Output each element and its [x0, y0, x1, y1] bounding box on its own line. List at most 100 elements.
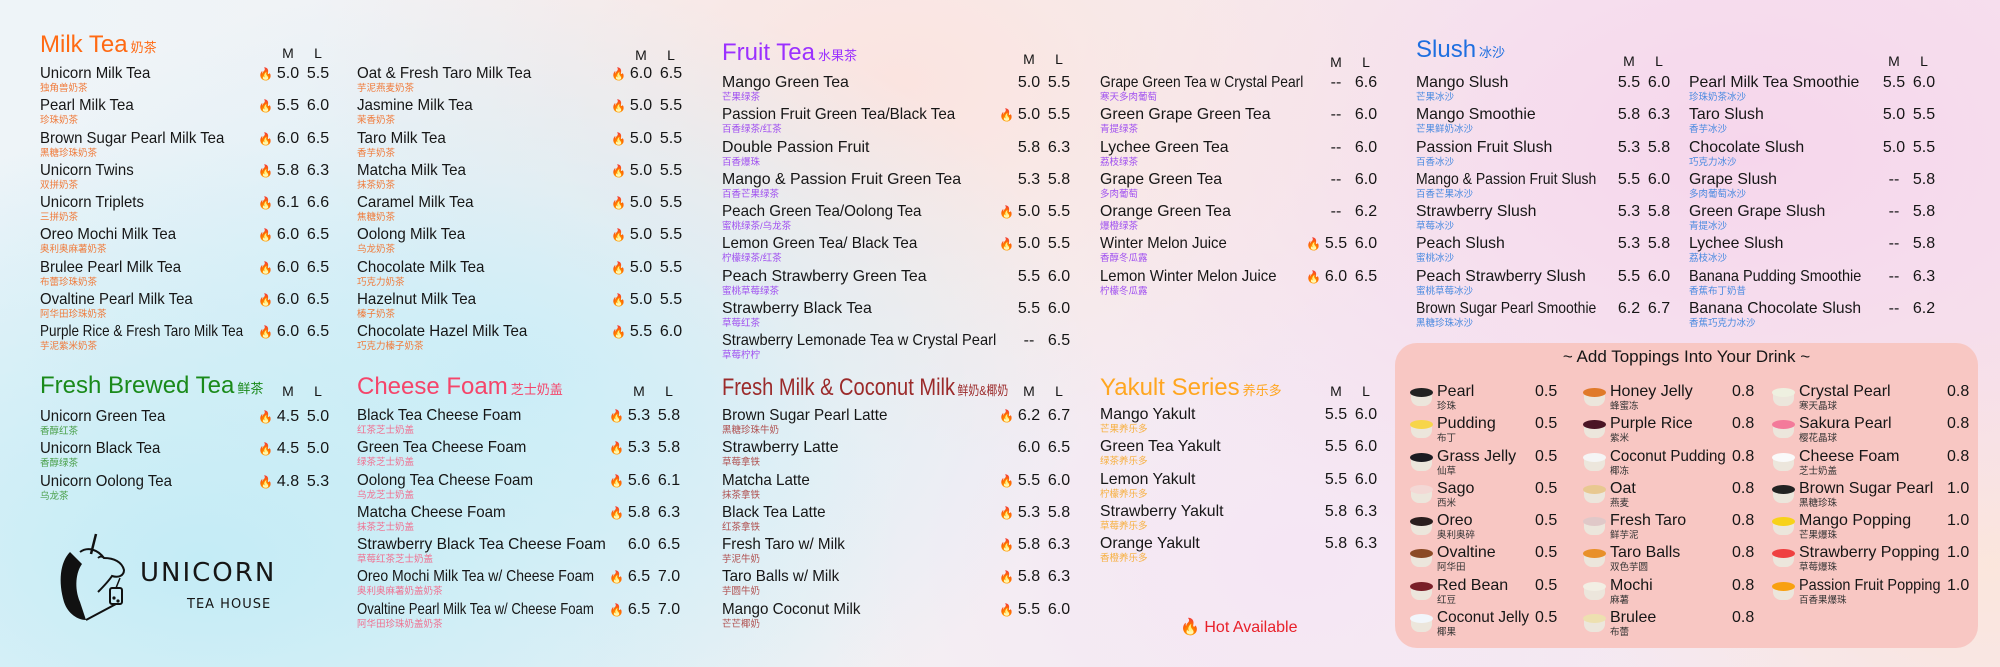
- topping-item[interactable]: Coconut Pudding 椰冻 0.8: [1583, 447, 1757, 479]
- menu-item[interactable]: Passion Fruit Slush 5.3 5.8 百香冰沙: [1416, 138, 1674, 170]
- topping-item[interactable]: Crystal Pearl 寒天晶球 0.8: [1772, 382, 1972, 414]
- menu-item[interactable]: Banana Chocolate Slush -- 6.2 香蕉巧克力冰沙: [1689, 299, 1939, 331]
- menu-item[interactable]: Brown Sugar Pearl Smoothie 6.2 6.7 黑糖珍珠冰沙: [1416, 299, 1674, 331]
- topping-item[interactable]: Passion Fruit Popping 百香果爆珠 1.0: [1772, 576, 1972, 608]
- menu-item[interactable]: Lychee Green Tea -- 6.0 荔枝绿茶: [1100, 138, 1381, 170]
- topping-item[interactable]: Mango Popping 芒果爆珠 1.0: [1772, 511, 1972, 543]
- topping-item[interactable]: Sakura Pearl 樱花晶球 0.8: [1772, 414, 1972, 446]
- price-medium: 5.0: [629, 161, 653, 179]
- topping-item[interactable]: Cheese Foam 芝士奶盖 0.8: [1772, 447, 1972, 479]
- menu-item[interactable]: Fresh Taro w/ Milk 🔥 5.8 6.3 芋泥牛奶: [722, 535, 1074, 567]
- menu-item[interactable]: Black Tea Latte 🔥 5.3 5.8 红茶拿铁: [722, 503, 1074, 535]
- topping-item[interactable]: Taro Balls 双色芋圆 0.8: [1583, 543, 1757, 575]
- menu-item[interactable]: Peach Strawberry Slush 5.5 6.0 蜜桃草莓冰沙: [1416, 267, 1674, 299]
- menu-item[interactable]: Lemon Yakult 5.5 6.0 柠檬养乐多: [1100, 470, 1381, 502]
- menu-item[interactable]: Black Tea Cheese Foam 🔥 5.3 5.8 红茶芝士奶盖: [357, 406, 684, 438]
- menu-item[interactable]: Purple Rice & Fresh Taro Milk Tea 🔥 6.0 6.5…: [40, 322, 333, 354]
- menu-item[interactable]: Green Grape Green Tea -- 6.0 青提绿茶: [1100, 105, 1381, 137]
- topping-item[interactable]: Brown Sugar Pearl 黑糖珍珠 1.0: [1772, 479, 1972, 511]
- menu-item[interactable]: Lemon Winter Melon Juice 🔥 6.0 6.5 柠檬冬瓜露: [1100, 267, 1381, 299]
- topping-item[interactable]: Coconut Jelly 椰果 0.5: [1410, 608, 1560, 640]
- menu-item[interactable]: Oolong Milk Tea 🔥 5.0 5.5 乌龙奶茶: [357, 225, 686, 257]
- menu-item[interactable]: Unicorn Black Tea 🔥 4.5 5.0 香醇绿茶: [40, 439, 333, 471]
- menu-item[interactable]: Unicorn Green Tea 🔥 4.5 5.0 香醇红茶: [40, 407, 333, 439]
- topping-item[interactable]: Oreo 奥利奥碎 0.5: [1410, 511, 1560, 543]
- menu-item[interactable]: Chocolate Milk Tea 🔥 5.0 5.5 巧克力奶茶: [357, 258, 686, 290]
- menu-list-ft1: Mango Green Tea 5.0 5.5 芒果绿茶 Passion Fruit G…: [722, 73, 1074, 364]
- menu-item[interactable]: Orange Green Tea -- 6.2 爆橙绿茶: [1100, 202, 1381, 234]
- menu-item[interactable]: Taro Slush 5.0 5.5 香芋冰沙: [1689, 105, 1939, 137]
- topping-item[interactable]: Fresh Taro 鲜芋泥 0.8: [1583, 511, 1757, 543]
- menu-item[interactable]: Strawberry Black Tea Cheese Foam 6.0 6.5 草莓…: [357, 535, 684, 567]
- menu-item[interactable]: Mango & Passion Fruit Slush 5.5 6.0 百香芒果冰沙: [1416, 170, 1674, 202]
- menu-item[interactable]: Oat & Fresh Taro Milk Tea 🔥 6.0 6.5 芋泥燕麦奶茶: [357, 64, 686, 96]
- topping-item[interactable]: Grass Jelly 仙草 0.5: [1410, 447, 1560, 479]
- menu-item[interactable]: Peach Green Tea/Oolong Tea 🔥 5.0 5.5 蜜桃绿茶/乌龙…: [722, 202, 1074, 234]
- menu-item[interactable]: Lemon Green Tea/ Black Tea 🔥 5.0 5.5 柠檬绿茶/红茶: [722, 234, 1074, 266]
- menu-item[interactable]: Double Passion Fruit 5.8 6.3 百香爆珠: [722, 138, 1074, 170]
- menu-item[interactable]: Strawberry Black Tea 5.5 6.0 草莓红茶: [722, 299, 1074, 331]
- menu-item[interactable]: Green Tea Cheese Foam 🔥 5.3 5.8 绿茶芝士奶盖: [357, 438, 684, 470]
- menu-item[interactable]: Ovaltine Pearl Milk Tea 🔥 6.0 6.5 阿华田珍珠奶茶: [40, 290, 333, 322]
- price-medium: 6.0: [629, 65, 653, 82]
- topping-item[interactable]: Purple Rice 紫米 0.8: [1583, 414, 1757, 446]
- menu-item[interactable]: Matcha Milk Tea 🔥 5.0 5.5 抹茶奶茶: [357, 161, 686, 193]
- menu-item[interactable]: Pearl Milk Tea Smoothie 5.5 6.0 珍珠奶茶冰沙: [1689, 73, 1939, 105]
- menu-item[interactable]: Lychee Slush -- 5.8 荔枝冰沙: [1689, 234, 1939, 266]
- menu-item[interactable]: Mango & Passion Fruit Green Tea 5.3 5.8 百香芒…: [722, 170, 1074, 202]
- menu-item[interactable]: Banana Pudding Smoothie -- 6.3 香蕉布丁奶昔: [1689, 267, 1939, 299]
- topping-item[interactable]: Mochi 麻薯 0.8: [1583, 576, 1757, 608]
- menu-item[interactable]: Matcha Latte 🔥 5.5 6.0 抹茶拿铁: [722, 471, 1074, 503]
- menu-item[interactable]: Strawberry Latte 6.0 6.5 草莓拿铁: [722, 438, 1074, 470]
- menu-item[interactable]: Taro Milk Tea 🔥 5.0 5.5 香芋奶茶: [357, 129, 686, 161]
- topping-item[interactable]: Ovaltine 阿华田 0.5: [1410, 543, 1560, 575]
- menu-item[interactable]: Chocolate Slush 5.0 5.5 巧克力冰沙: [1689, 138, 1939, 170]
- menu-item[interactable]: Chocolate Hazel Milk Tea 🔥 5.5 6.0 巧克力榛子奶茶: [357, 322, 686, 354]
- menu-item[interactable]: Mango Yakult 5.5 6.0 芒果养乐多: [1100, 405, 1381, 437]
- menu-item[interactable]: Strawberry Lemonade Tea w Crystal Pearl -…: [722, 331, 1074, 363]
- menu-item[interactable]: Strawberry Yakult 5.8 6.3 草莓养乐多: [1100, 502, 1381, 534]
- menu-item[interactable]: Taro Balls w/ Milk 🔥 5.8 6.3 芋圆牛奶: [722, 567, 1074, 599]
- menu-item[interactable]: Mango Green Tea 5.0 5.5 芒果绿茶: [722, 73, 1074, 105]
- menu-item[interactable]: Green Grape Slush -- 5.8 青提冰沙: [1689, 202, 1939, 234]
- menu-item[interactable]: Unicorn Triplets 🔥 6.1 6.6 三拼奶茶: [40, 193, 333, 225]
- topping-item[interactable]: Brulee 布蕾 0.8: [1583, 608, 1757, 640]
- menu-item[interactable]: Pearl Milk Tea 🔥 5.5 6.0 珍珠奶茶: [40, 96, 333, 128]
- menu-item[interactable]: Caramel Milk Tea 🔥 5.0 5.5 焦糖奶茶: [357, 193, 686, 225]
- menu-item[interactable]: Ovaltine Pearl Milk Tea w/ Cheese Foam 🔥 6…: [357, 600, 684, 632]
- topping-item[interactable]: Honey Jelly 蜂蜜冻 0.8: [1583, 382, 1757, 414]
- menu-item[interactable]: Grape Green Tea -- 6.0 多肉葡萄: [1100, 170, 1381, 202]
- menu-item[interactable]: Mango Slush 5.5 6.0 芒果冰沙: [1416, 73, 1674, 105]
- menu-item[interactable]: Unicorn Milk Tea 🔥 5.0 5.5 独角兽奶茶: [40, 64, 333, 96]
- menu-item[interactable]: Peach Slush 5.3 5.8 蜜桃冰沙: [1416, 234, 1674, 266]
- topping-item[interactable]: Oat 燕麦 0.8: [1583, 479, 1757, 511]
- price-medium: 5.8: [1324, 502, 1348, 520]
- menu-item[interactable]: Brown Sugar Pearl Milk Tea 🔥 6.0 6.5 黑糖珍珠奶茶: [40, 129, 333, 161]
- menu-item[interactable]: Unicorn Oolong Tea 🔥 4.8 5.3 乌龙茶: [40, 472, 333, 504]
- menu-item[interactable]: Mango Coconut Milk 🔥 5.5 6.0 芒芒椰奶: [722, 600, 1074, 632]
- menu-item[interactable]: Oreo Mochi Milk Tea 🔥 6.0 6.5 奥利奥麻薯奶茶: [40, 225, 333, 257]
- menu-item[interactable]: Brown Sugar Pearl Latte 🔥 6.2 6.7 黑糖珍珠牛奶: [722, 406, 1074, 438]
- menu-item[interactable]: Matcha Cheese Foam 🔥 5.8 6.3 抹茶芝士奶盖: [357, 503, 684, 535]
- menu-item[interactable]: Peach Strawberry Green Tea 5.5 6.0 蜜桃草莓绿茶: [722, 267, 1074, 299]
- menu-item[interactable]: Mango Smoothie 5.8 6.3 芒果鲜奶冰沙: [1416, 105, 1674, 137]
- topping-item[interactable]: Sago 西米 0.5: [1410, 479, 1560, 511]
- menu-item[interactable]: Hazelnut Milk Tea 🔥 5.0 5.5 榛子奶茶: [357, 290, 686, 322]
- price-medium: 5.8: [1017, 536, 1041, 554]
- menu-item[interactable]: Jasmine Milk Tea 🔥 5.0 5.5 茉香奶茶: [357, 96, 686, 128]
- menu-item[interactable]: Orange Yakult 5.8 6.3 香橙养乐多: [1100, 534, 1381, 566]
- menu-item[interactable]: Green Tea Yakult 5.5 6.0 绿茶养乐多: [1100, 437, 1381, 469]
- menu-item[interactable]: Passion Fruit Green Tea/Black Tea 🔥 5.0 5.5…: [722, 105, 1074, 137]
- menu-item[interactable]: Brulee Pearl Milk Tea 🔥 6.0 6.5 布蕾珍珠奶茶: [40, 258, 333, 290]
- topping-item[interactable]: Pudding 布丁 0.5: [1410, 414, 1560, 446]
- menu-item[interactable]: Strawberry Slush 5.3 5.8 草莓冰沙: [1416, 202, 1674, 234]
- topping-item[interactable]: Strawberry Popping 草莓爆珠 1.0: [1772, 543, 1972, 575]
- menu-item[interactable]: Oolong Tea Cheese Foam 🔥 5.6 6.1 乌龙芝士奶盖: [357, 471, 684, 503]
- menu-item[interactable]: Unicorn Twins 🔥 5.8 6.3 双拼奶茶: [40, 161, 333, 193]
- topping-item[interactable]: Red Bean 红豆 0.5: [1410, 576, 1560, 608]
- menu-item[interactable]: Oreo Mochi Milk Tea w/ Cheese Foam 🔥 6.5 7.…: [357, 567, 684, 599]
- topping-item[interactable]: Pearl 珍珠 0.5: [1410, 382, 1560, 414]
- menu-item[interactable]: Grape Green Tea w Crystal Pearl -- 6.6 寒天多肉…: [1100, 73, 1381, 105]
- menu-item[interactable]: Winter Melon Juice 🔥 5.5 6.0 香醇冬瓜露: [1100, 234, 1381, 266]
- menu-item[interactable]: Grape Slush -- 5.8 多肉葡萄冰沙: [1689, 170, 1939, 202]
